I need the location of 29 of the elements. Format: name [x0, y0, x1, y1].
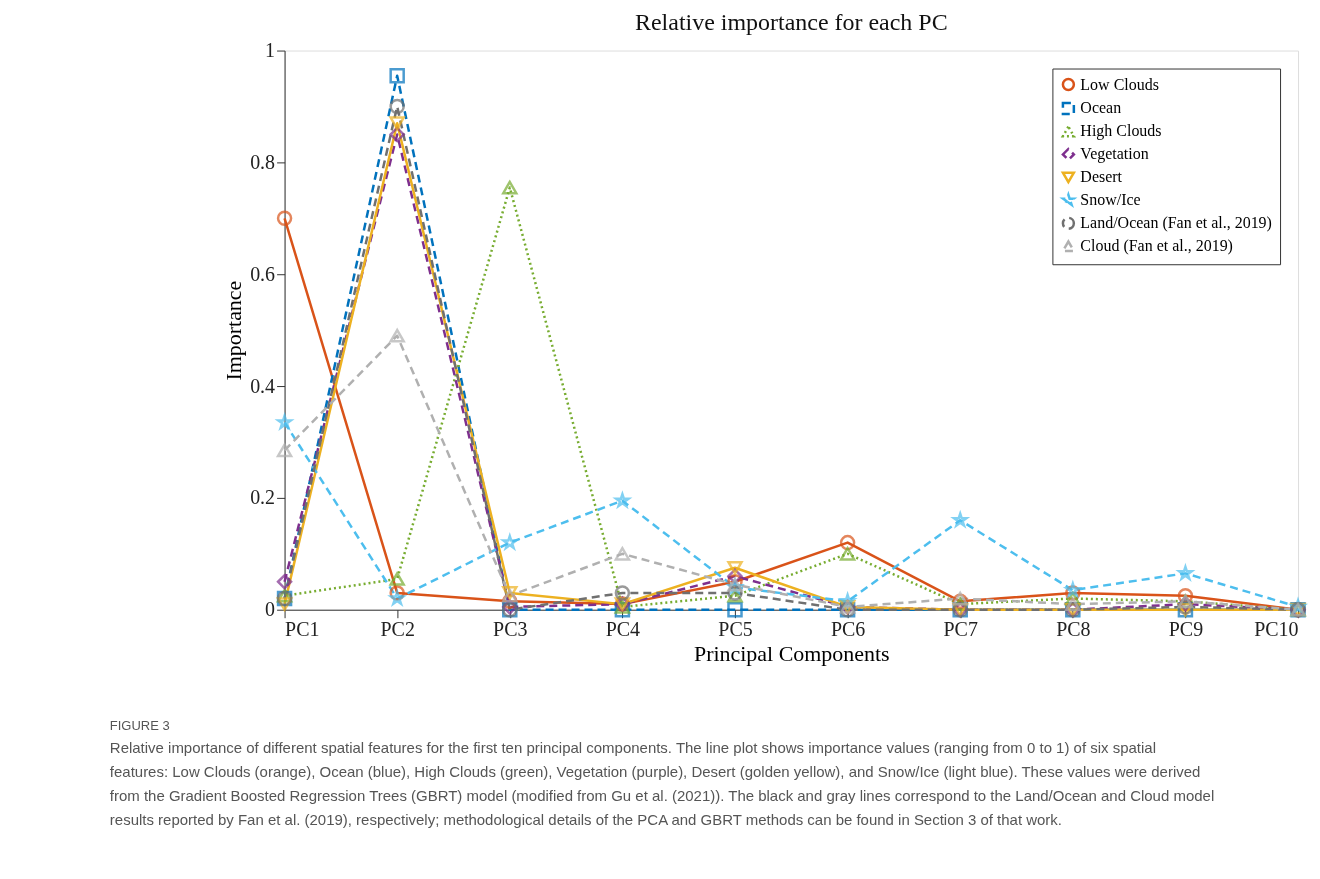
- x-tick-label: PC9: [1168, 618, 1204, 641]
- y-tick-label: 0.4: [250, 374, 276, 397]
- x-tick-label: PC1: [285, 618, 320, 641]
- legend-label: Cloud (Fan et al., 2019): [1080, 237, 1233, 256]
- y-tick-label: 0.2: [250, 486, 276, 509]
- text: Relative importance of different spatial features for the first ten principal components. The line plot shows importance values (ranging from 0 to 1) of six spatial features: Low Clouds (orange), Ocean (blue), High Clouds (green), Vegetation (purple), Desert (golden yellow), and Snow/Ice (light blue). These values were derived from the Gradient Boosted Regression Trees (GBRT) model (modified from Gu et al. (2021)). The black and gray lines correspond to the Land/Ocean and Cloud model results reported by Fan et al. (2019), respectively; methodological details of the PCA and GBRT methods can be found in Section 3 of that work.: [109, 739, 1215, 829]
- y-axis-title: Importance: [221, 280, 247, 381]
- legend-label: High Clouds: [1080, 122, 1162, 141]
- legend-label: Snow/Ice: [1080, 191, 1141, 209]
- y-tick-label: 0.8: [250, 150, 276, 173]
- x-tick-label: PC4: [605, 618, 641, 641]
- legend-label: Low Clouds: [1080, 75, 1159, 93]
- legend-label: Desert: [1080, 168, 1123, 186]
- chart-title: Relative importance for each PC: [635, 8, 948, 35]
- x-axis-title: Principal Components: [693, 641, 890, 667]
- x-tick-label: PC7: [943, 618, 978, 641]
- x-tick-label: PC5: [718, 618, 753, 641]
- legend-label: Land/Ocean (Fan et al., 2019): [1080, 214, 1272, 233]
- x-tick-label: PC2: [380, 618, 415, 641]
- caption: FIGURE 3: [109, 717, 170, 733]
- x-tick-label: PC10: [1254, 618, 1299, 641]
- legend-label: Vegetation: [1080, 145, 1149, 164]
- x-tick-label: PC8: [1056, 618, 1091, 641]
- x-tick-label: PC3: [493, 618, 528, 641]
- legend-label: Ocean: [1080, 99, 1122, 117]
- y-tick-label: 1: [265, 39, 276, 62]
- x-tick-label: PC6: [830, 618, 866, 641]
- y-tick-label: 0.6: [250, 262, 276, 285]
- y-tick-label: 0: [265, 598, 276, 621]
